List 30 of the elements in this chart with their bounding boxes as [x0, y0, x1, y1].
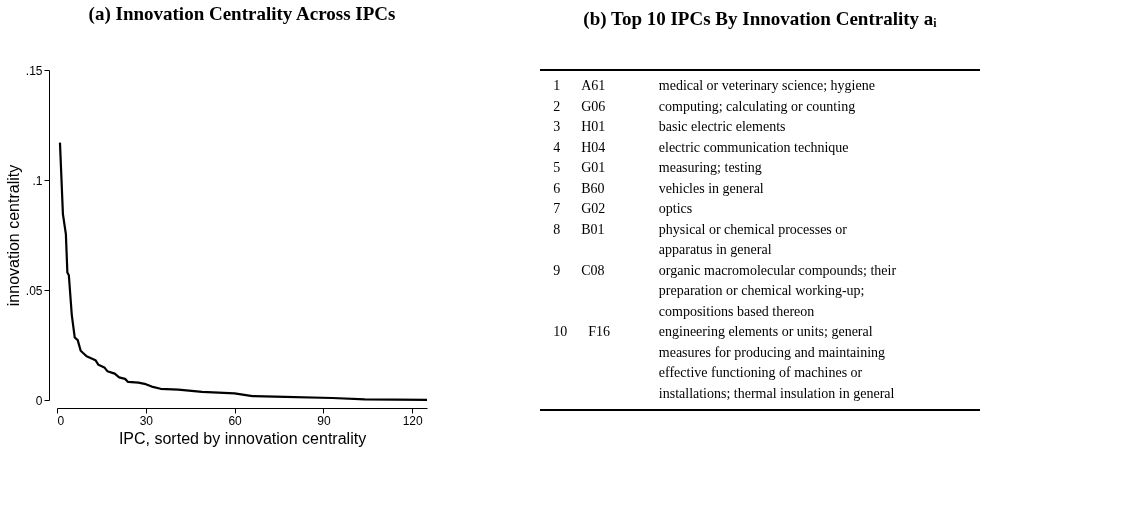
y-tick-label: .05: [25, 283, 43, 298]
text: 1 A61 medical or veterinary science; hygiene: [553, 78, 875, 94]
y-tick-label: 0: [35, 393, 43, 408]
text: 5 G01 measuring; testing: [553, 160, 762, 176]
text: compositions based thereon: [658, 303, 815, 319]
text: 4 H04 electric communication technique: [553, 139, 849, 155]
text: 6 B60 vehicles in general: [553, 180, 764, 196]
line-series: [58, 141, 429, 401]
x-tick-label: 120: [402, 413, 424, 428]
text: measures for producing and maintaining: [658, 344, 886, 360]
text: (b) Top 10 IPCs By Innovation Centrality aᵢ: [583, 8, 938, 30]
text: 7 G02 optics: [553, 201, 693, 217]
text: preparation or chemical working-up;: [658, 283, 865, 299]
y-tick-label: .1: [32, 173, 43, 188]
text: apparatus in general: [658, 242, 772, 258]
x-tick-label: 90: [317, 413, 331, 428]
y-tick-label: .15: [25, 63, 43, 78]
x-tick-label: 0: [57, 413, 65, 428]
text: 10 F16 engineering elements or units; general: [553, 324, 873, 340]
text: effective functioning of machines or: [658, 365, 863, 381]
text: installations; thermal insulation in general: [658, 385, 895, 401]
text: 2 G06 computing; calculating or counting: [553, 98, 856, 114]
y-axis-title: innovation centrality: [4, 164, 22, 307]
text: 9 C08 organic macromolecular compounds; their: [553, 262, 897, 278]
x-tick-label: 30: [139, 413, 154, 428]
chart-title: (a) Innovation Centrality Across IPCs: [88, 3, 396, 25]
x-tick-label: 60: [228, 413, 243, 428]
x-axis-title: IPC, sorted by innovation centrality: [118, 429, 367, 447]
text: 3 H01 basic electric elements: [553, 119, 786, 135]
text: 8 B01 physical or chemical processes or: [553, 221, 847, 237]
